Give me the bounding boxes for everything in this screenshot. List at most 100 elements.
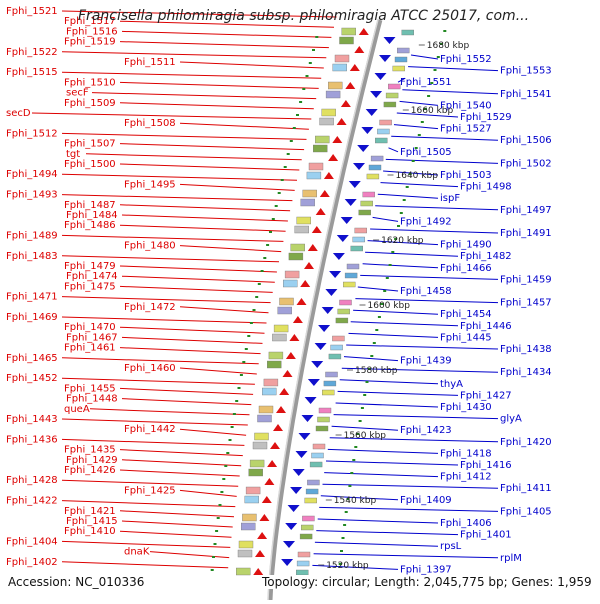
gene-leader-line — [61, 500, 236, 508]
feature-block — [240, 522, 256, 531]
feature-block — [315, 135, 330, 144]
gene-leader-line — [121, 520, 233, 528]
tick-dot — [305, 75, 309, 77]
tick-dot — [436, 56, 440, 58]
gene-leader-line — [346, 344, 499, 350]
reverse-gene-arrow — [283, 541, 295, 548]
tick-dot — [220, 491, 224, 493]
reverse-gene-arrow — [361, 127, 374, 134]
gene-label-right: Fphi_1529 — [460, 112, 512, 123]
tick-dot — [213, 543, 217, 545]
gene-label-left: Fphi_1480 — [124, 241, 176, 252]
gene-label-left: Fphi_1448 — [66, 394, 118, 405]
forward-gene-arrow — [345, 82, 356, 89]
gene-leader-line — [179, 367, 257, 375]
gene-label-right: Fphi_1527 — [440, 124, 492, 135]
gene-leader-line — [119, 387, 254, 395]
forward-gene-arrow — [340, 100, 351, 107]
gene-leader-line — [119, 265, 277, 273]
tick-dot — [312, 49, 315, 51]
gene-leader-line — [319, 506, 499, 512]
tick-dot — [260, 270, 264, 272]
gene-leader-line — [179, 489, 237, 497]
gene-label-left: Fphi_1428 — [6, 475, 58, 486]
feature-block — [300, 198, 315, 207]
gene-label-left: tgt — [66, 149, 80, 160]
feature-block — [272, 333, 287, 342]
reverse-gene-arrow — [340, 217, 353, 224]
gene-leader-line — [357, 286, 399, 292]
feature-block — [322, 389, 335, 396]
gene-leader-line — [402, 89, 499, 95]
tick-dot — [430, 82, 434, 84]
bp-scale-label: 1660 kbp — [411, 106, 454, 116]
gene-leader-line — [317, 518, 439, 524]
gene-leader-line — [121, 459, 242, 467]
tick-dot — [385, 277, 389, 279]
forward-gene-arrow — [289, 334, 300, 341]
tick-dot — [215, 530, 219, 532]
topology-summary: Topology: circular; Length: 2,045,775 bp… — [262, 575, 592, 589]
tick-dot — [346, 498, 350, 500]
feature-block — [249, 459, 265, 468]
gene-leader-line — [61, 418, 248, 426]
gene-label-left: dnaK — [124, 547, 150, 558]
gene-leader-line — [149, 551, 230, 559]
reverse-gene-arrow — [353, 163, 365, 170]
gene-label-left: Fphi_1521 — [6, 6, 58, 17]
gene-leader-line — [353, 309, 439, 315]
gene-label-left: Fphi_1484 — [66, 210, 118, 221]
gene-label-left: Fphi_1479 — [64, 261, 116, 272]
gene-leader-line — [119, 20, 335, 28]
reverse-gene-arrow — [285, 523, 298, 530]
tick-dot — [271, 218, 275, 220]
feature-block — [315, 425, 329, 432]
reverse-gene-arrow — [357, 145, 370, 152]
feature-block — [311, 452, 324, 459]
gene-label-left: Fphi_1425 — [124, 485, 176, 496]
tick-dot — [274, 205, 278, 207]
tick-dot — [354, 446, 358, 448]
feature-block — [302, 189, 317, 198]
gene-leader-line — [61, 71, 322, 79]
tick-dot — [420, 121, 424, 123]
feature-block — [377, 128, 390, 135]
gene-leader-line — [399, 100, 439, 106]
gene-label-left: Fphi_1422 — [6, 496, 58, 507]
gene-leader-line — [179, 245, 282, 253]
tick-dot — [289, 140, 293, 142]
backbone-ring — [267, 19, 383, 601]
forward-gene-arrow — [257, 532, 268, 539]
gene-label-left: Fphi_1465 — [6, 353, 58, 364]
tick-dot — [350, 472, 354, 474]
forward-gene-arrow — [255, 550, 265, 557]
gene-label-right: Fphi_1459 — [500, 274, 552, 285]
gene-label-left: Fphi_1460 — [124, 363, 176, 374]
forward-gene-arrow — [279, 388, 290, 395]
gene-label-right: Fphi_1457 — [500, 298, 552, 309]
tick-dot — [230, 426, 234, 428]
tick-dot — [266, 244, 270, 246]
gene-leader-line — [179, 61, 324, 69]
tick-dot — [286, 153, 290, 155]
tick-dot — [237, 387, 241, 389]
tick-dot — [397, 225, 400, 227]
tick-dot — [244, 348, 248, 350]
gene-label-left: secD — [6, 108, 31, 119]
gene-label-right: Fphi_1427 — [460, 390, 512, 401]
gene-label-left: Fphi_1474 — [66, 271, 118, 282]
gene-leader-line — [121, 398, 252, 406]
gene-leader-line — [320, 495, 399, 501]
tick-dot — [338, 563, 342, 565]
tick-dot — [388, 264, 392, 266]
feature-block — [339, 299, 352, 306]
gene-label-left: Fphi_1507 — [64, 139, 116, 150]
tick-dot — [380, 303, 384, 305]
tick-dot — [411, 160, 415, 162]
gene-leader-line — [61, 540, 231, 548]
bp-scale-label: 1620 kbp — [381, 236, 424, 246]
gene-label-right: Fphi_1502 — [500, 158, 552, 169]
gene-label-left: Fphi_1435 — [64, 445, 116, 456]
reverse-gene-arrow — [370, 91, 383, 98]
